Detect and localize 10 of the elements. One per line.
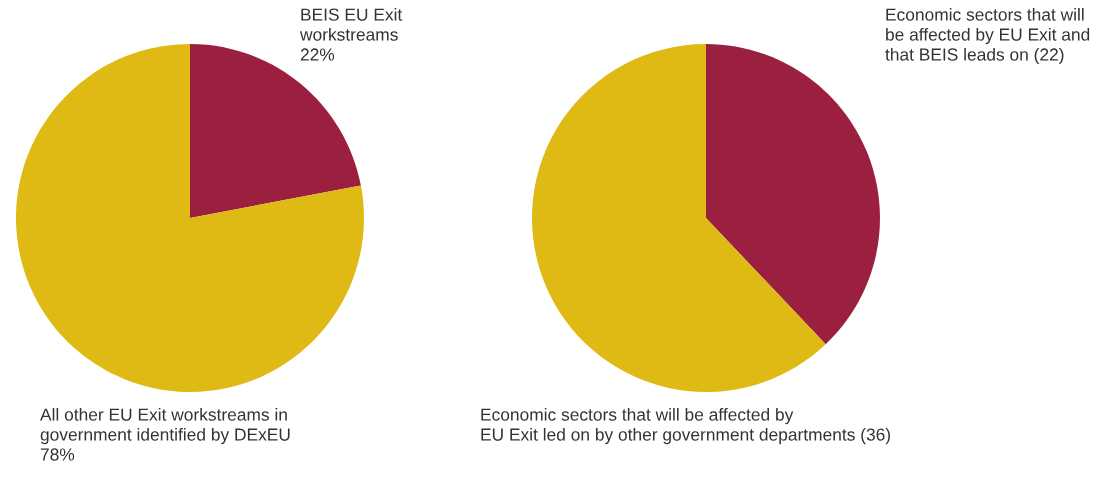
data-label: 78% xyxy=(40,448,75,461)
slice-label: Economic sectors that will be affected by EU Exit led on by other government departments (36) xyxy=(481,408,891,445)
slice-label: Economic sectors that will be affected by EU Exit and that BEIS leads on (22) xyxy=(885,8,1090,65)
pie-slice xyxy=(16,44,364,392)
slice-label: All other EU Exit workstreams in government identified by DExEU xyxy=(40,408,290,445)
data-label: 22% xyxy=(300,48,335,61)
pie-slice xyxy=(190,44,361,218)
pie-slice xyxy=(532,44,826,392)
pie-slice xyxy=(706,44,880,345)
slice-label: BEIS EU Exit workstreams xyxy=(299,8,403,41)
